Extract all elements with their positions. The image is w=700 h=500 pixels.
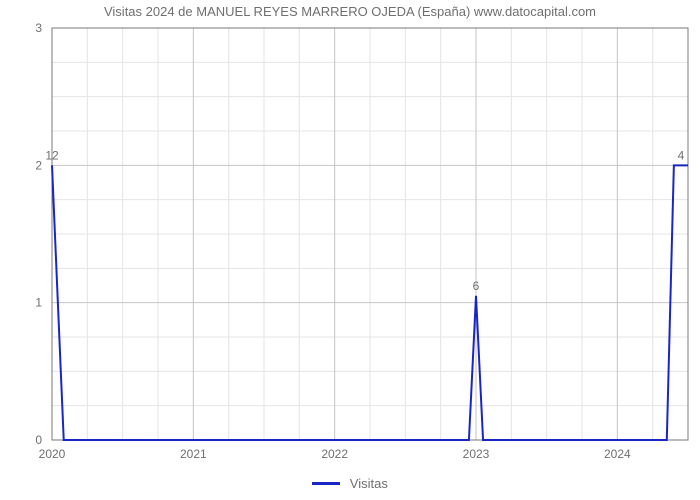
visits-line-chart: 0123202020212022202320241264 xyxy=(0,0,700,500)
svg-text:4: 4 xyxy=(678,148,685,162)
svg-text:1: 1 xyxy=(35,296,42,310)
svg-text:2024: 2024 xyxy=(604,447,631,461)
svg-text:12: 12 xyxy=(45,148,59,162)
svg-text:2: 2 xyxy=(35,158,42,172)
legend-label: Visitas xyxy=(350,476,388,491)
svg-text:0: 0 xyxy=(35,433,42,447)
svg-text:2023: 2023 xyxy=(463,447,490,461)
svg-text:3: 3 xyxy=(35,21,42,35)
svg-text:2021: 2021 xyxy=(180,447,207,461)
svg-text:2020: 2020 xyxy=(39,447,66,461)
svg-text:6: 6 xyxy=(473,279,480,293)
svg-text:2022: 2022 xyxy=(321,447,348,461)
legend-swatch xyxy=(312,482,340,485)
chart-legend: Visitas xyxy=(0,475,700,491)
